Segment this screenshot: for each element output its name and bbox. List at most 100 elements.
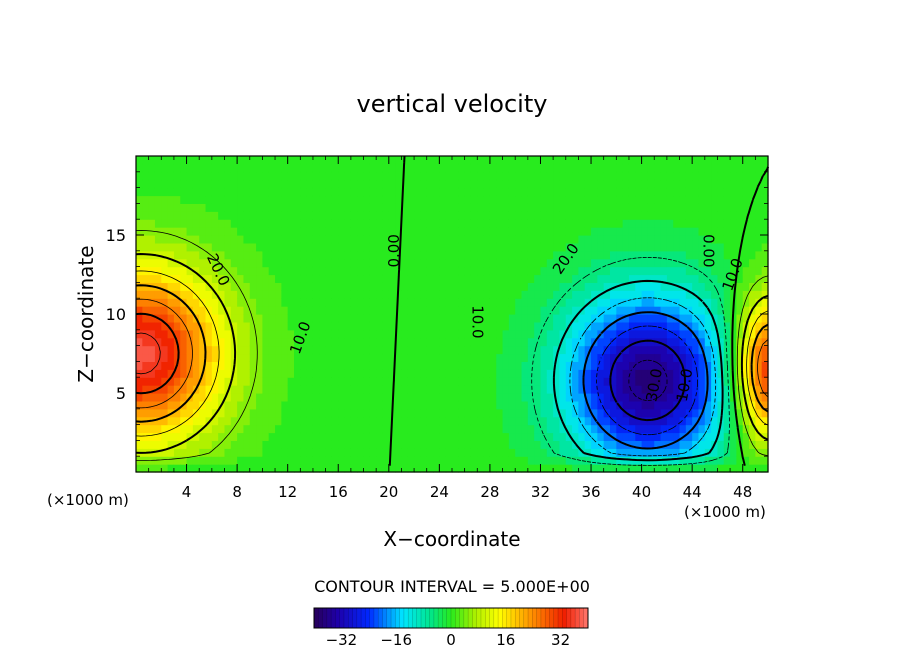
field-cell bbox=[230, 250, 238, 260]
field-cell bbox=[186, 211, 194, 220]
field-cell bbox=[186, 179, 194, 189]
field-cell bbox=[401, 416, 409, 426]
field-cell bbox=[249, 211, 257, 220]
field-cell bbox=[275, 290, 282, 299]
field-cell bbox=[730, 266, 737, 276]
field-cell bbox=[249, 385, 257, 394]
field-cell bbox=[704, 329, 712, 339]
field-cell bbox=[546, 353, 554, 362]
field-cell bbox=[610, 424, 617, 434]
field-cell bbox=[660, 424, 668, 434]
field-cell bbox=[382, 171, 390, 181]
field-cell bbox=[489, 156, 497, 165]
field-cell bbox=[211, 456, 219, 465]
field-cell bbox=[230, 329, 238, 339]
field-cell bbox=[331, 424, 339, 434]
field-cell bbox=[218, 306, 226, 315]
field-cell bbox=[199, 408, 207, 418]
field-cell bbox=[527, 282, 535, 291]
colorbar-bin bbox=[468, 608, 473, 628]
field-cell bbox=[281, 321, 289, 331]
field-cell bbox=[717, 400, 725, 410]
field-cell bbox=[331, 353, 339, 362]
field-cell bbox=[704, 290, 712, 299]
field-cell bbox=[628, 345, 636, 355]
field-cell bbox=[749, 393, 756, 402]
field-cell bbox=[584, 440, 592, 449]
field-cell bbox=[692, 195, 700, 204]
field-cell bbox=[167, 321, 175, 331]
field-cell bbox=[142, 219, 150, 228]
field-cell bbox=[452, 400, 459, 410]
field-cell bbox=[698, 274, 706, 283]
field-cell bbox=[540, 440, 548, 449]
field-cell bbox=[628, 416, 636, 426]
field-cell bbox=[376, 456, 384, 465]
field-cell bbox=[287, 456, 295, 465]
field-cell bbox=[685, 290, 693, 299]
field-cell bbox=[211, 400, 219, 410]
field-cell bbox=[464, 298, 472, 307]
field-cell bbox=[755, 258, 763, 268]
colorbar-bin bbox=[399, 608, 405, 628]
colorbar-bin bbox=[532, 608, 538, 628]
field-cell bbox=[414, 179, 421, 189]
field-cell bbox=[136, 314, 143, 323]
field-cell bbox=[527, 211, 535, 220]
field-cell bbox=[647, 416, 655, 426]
field-cell bbox=[540, 353, 548, 362]
field-cell bbox=[591, 400, 598, 410]
field-cell bbox=[578, 282, 586, 291]
field-cell bbox=[433, 187, 440, 197]
field-cell bbox=[578, 179, 586, 189]
field-cell bbox=[742, 345, 750, 355]
field-cell bbox=[180, 337, 188, 347]
field-cell bbox=[173, 298, 181, 307]
field-cell bbox=[142, 235, 150, 244]
field-cell bbox=[154, 448, 162, 457]
field-cell bbox=[540, 179, 548, 189]
field-cell bbox=[224, 242, 232, 252]
field-cell bbox=[742, 195, 750, 204]
field-cell bbox=[186, 377, 194, 386]
field-cell bbox=[237, 274, 245, 283]
field-cell bbox=[249, 361, 257, 370]
field-cell bbox=[521, 290, 529, 299]
field-cell bbox=[161, 242, 169, 252]
colorbar-bin bbox=[314, 608, 319, 628]
field-cell bbox=[154, 424, 162, 434]
field-cell bbox=[281, 456, 289, 465]
field-cell bbox=[591, 408, 598, 418]
field-cell bbox=[502, 227, 510, 236]
field-cell bbox=[338, 282, 346, 291]
field-cell bbox=[660, 156, 668, 165]
field-cell bbox=[591, 369, 598, 378]
field-cell bbox=[755, 400, 763, 410]
field-cell bbox=[363, 361, 371, 370]
field-cell bbox=[161, 432, 169, 441]
field-cell bbox=[363, 385, 371, 394]
field-cell bbox=[679, 250, 687, 260]
field-cell bbox=[439, 179, 447, 189]
field-cell bbox=[565, 464, 573, 473]
field-cell bbox=[395, 416, 403, 426]
field-cell bbox=[527, 408, 535, 418]
field-cell bbox=[742, 329, 750, 339]
field-cell bbox=[275, 219, 282, 228]
field-cell bbox=[496, 369, 504, 378]
field-cell bbox=[483, 329, 491, 339]
field-cell bbox=[287, 282, 295, 291]
field-cell bbox=[249, 266, 257, 276]
field-cell bbox=[647, 195, 655, 204]
colorbar-bin bbox=[472, 608, 478, 628]
field-cell bbox=[300, 156, 308, 165]
colorbar-bin bbox=[570, 608, 576, 628]
field-cell bbox=[173, 156, 181, 165]
field-cell bbox=[230, 242, 238, 252]
field-cell bbox=[325, 440, 333, 449]
field-cell bbox=[136, 282, 143, 291]
field-cell bbox=[527, 227, 535, 236]
field-cell bbox=[256, 187, 263, 197]
field-cell bbox=[546, 195, 554, 204]
field-cell bbox=[597, 227, 605, 236]
